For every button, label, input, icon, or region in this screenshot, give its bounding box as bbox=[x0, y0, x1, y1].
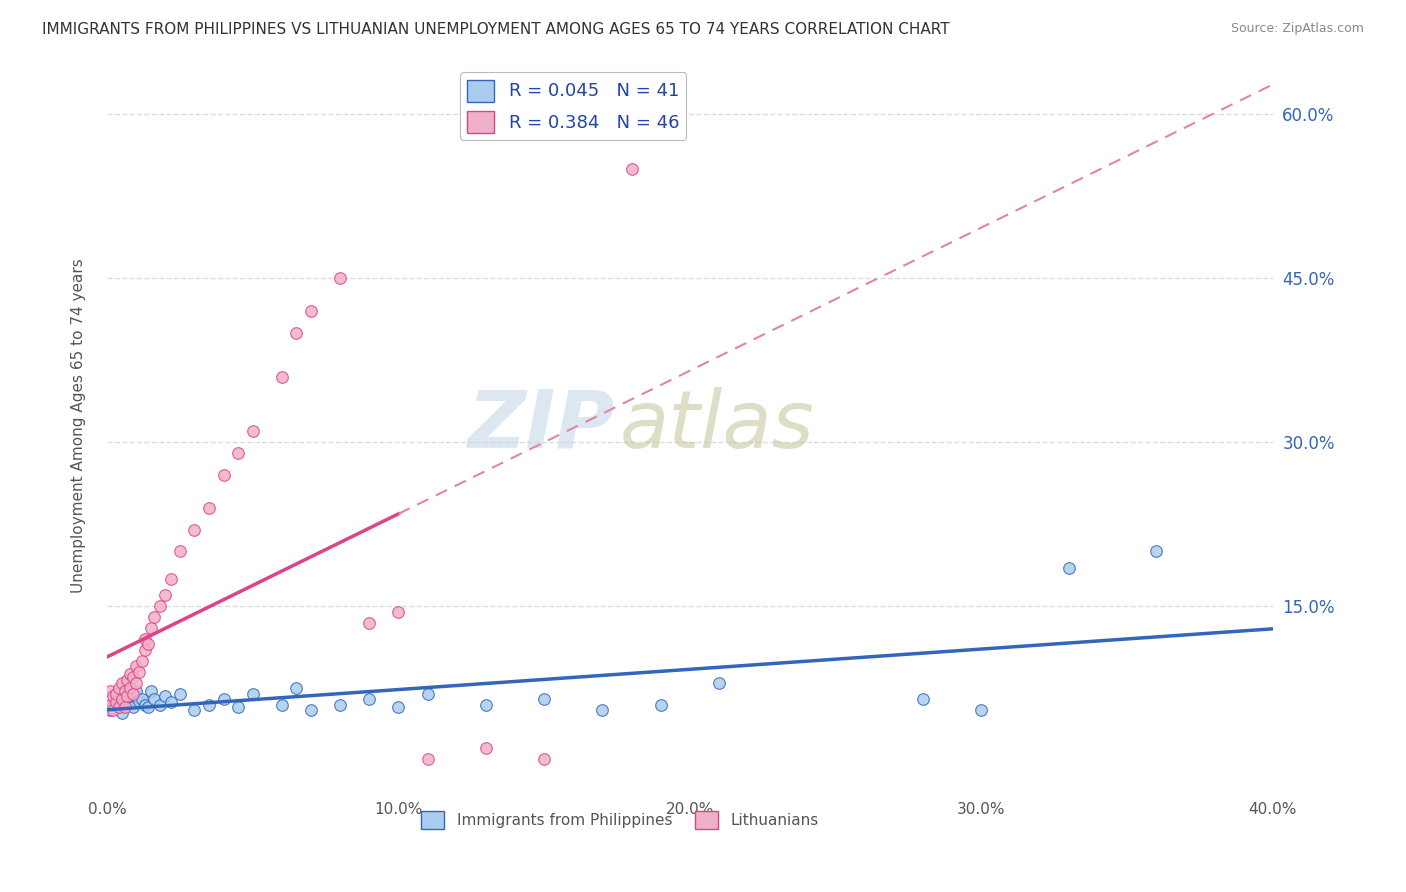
Point bbox=[475, 698, 498, 712]
Point bbox=[212, 692, 235, 706]
Point bbox=[128, 694, 150, 708]
Text: IMMIGRANTS FROM PHILIPPINES VS LITHUANIAN UNEMPLOYMENT AMONG AGES 65 TO 74 YEARS: IMMIGRANTS FROM PHILIPPINES VS LITHUANIA… bbox=[42, 22, 950, 37]
Point bbox=[416, 687, 439, 701]
Point bbox=[128, 665, 150, 679]
Point bbox=[136, 699, 159, 714]
Point bbox=[111, 692, 134, 706]
Point bbox=[198, 698, 221, 712]
Point bbox=[101, 698, 124, 712]
Point bbox=[131, 692, 153, 706]
Point bbox=[359, 692, 381, 706]
Point bbox=[122, 687, 145, 701]
Point bbox=[107, 699, 129, 714]
Point bbox=[114, 699, 136, 714]
Point bbox=[183, 703, 205, 717]
Point bbox=[285, 326, 308, 340]
Point bbox=[120, 667, 142, 681]
Point bbox=[416, 752, 439, 766]
Point bbox=[125, 675, 148, 690]
Legend: Immigrants from Philippines, Lithuanians: Immigrants from Philippines, Lithuanians bbox=[415, 805, 824, 836]
Point bbox=[117, 695, 139, 709]
Point bbox=[226, 446, 249, 460]
Point bbox=[114, 687, 136, 701]
Point bbox=[299, 304, 322, 318]
Point bbox=[650, 698, 672, 712]
Point bbox=[160, 572, 183, 586]
Point bbox=[107, 699, 129, 714]
Text: atlas: atlas bbox=[620, 387, 814, 465]
Y-axis label: Unemployment Among Ages 65 to 74 years: Unemployment Among Ages 65 to 74 years bbox=[72, 259, 86, 593]
Point bbox=[117, 689, 139, 703]
Point bbox=[98, 703, 121, 717]
Point bbox=[131, 654, 153, 668]
Point bbox=[155, 689, 177, 703]
Point bbox=[148, 599, 170, 614]
Text: ZIP: ZIP bbox=[467, 387, 614, 465]
Point bbox=[134, 698, 156, 712]
Point bbox=[212, 467, 235, 482]
Point bbox=[533, 692, 555, 706]
Point bbox=[242, 424, 264, 438]
Point bbox=[970, 703, 993, 717]
Point bbox=[329, 271, 352, 285]
Point bbox=[111, 706, 134, 721]
Point bbox=[142, 610, 165, 624]
Point bbox=[1057, 561, 1080, 575]
Point bbox=[120, 681, 142, 695]
Point bbox=[198, 500, 221, 515]
Point bbox=[533, 752, 555, 766]
Point bbox=[139, 684, 162, 698]
Point bbox=[101, 689, 124, 703]
Point bbox=[134, 643, 156, 657]
Point bbox=[591, 703, 613, 717]
Point bbox=[122, 670, 145, 684]
Point bbox=[620, 161, 643, 176]
Point bbox=[1144, 544, 1167, 558]
Point bbox=[120, 689, 142, 703]
Point bbox=[329, 698, 352, 712]
Text: Source: ZipAtlas.com: Source: ZipAtlas.com bbox=[1230, 22, 1364, 36]
Point bbox=[387, 605, 409, 619]
Point bbox=[104, 695, 127, 709]
Point bbox=[169, 544, 191, 558]
Point bbox=[270, 698, 292, 712]
Point bbox=[139, 621, 162, 635]
Point bbox=[125, 659, 148, 673]
Point bbox=[136, 637, 159, 651]
Point bbox=[155, 588, 177, 602]
Point bbox=[122, 699, 145, 714]
Point bbox=[148, 698, 170, 712]
Point bbox=[111, 675, 134, 690]
Point bbox=[104, 687, 127, 701]
Point bbox=[169, 687, 191, 701]
Point bbox=[134, 632, 156, 646]
Point bbox=[117, 673, 139, 688]
Point bbox=[125, 684, 148, 698]
Point bbox=[359, 615, 381, 630]
Point bbox=[911, 692, 934, 706]
Point bbox=[387, 699, 409, 714]
Point bbox=[107, 681, 129, 695]
Point bbox=[114, 684, 136, 698]
Point bbox=[160, 695, 183, 709]
Point bbox=[226, 699, 249, 714]
Point bbox=[98, 698, 121, 712]
Point bbox=[98, 684, 121, 698]
Point bbox=[142, 692, 165, 706]
Point bbox=[299, 703, 322, 717]
Point bbox=[183, 523, 205, 537]
Point bbox=[270, 369, 292, 384]
Point bbox=[475, 741, 498, 756]
Point bbox=[707, 675, 730, 690]
Point bbox=[285, 681, 308, 695]
Point bbox=[104, 692, 127, 706]
Point bbox=[242, 687, 264, 701]
Point bbox=[101, 703, 124, 717]
